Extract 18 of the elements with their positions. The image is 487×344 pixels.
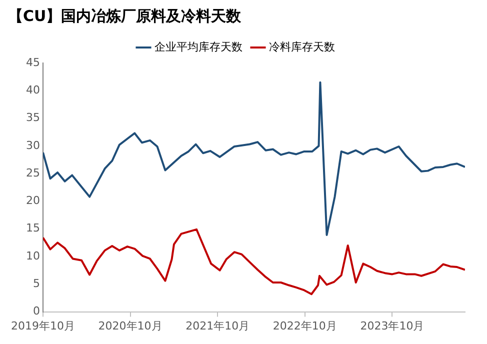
x-tick-label: 2023年10月 xyxy=(360,319,424,332)
y-tick-label: 10 xyxy=(26,249,40,262)
chart-title: 【CU】国内冶炼厂原料及冷料天数 xyxy=(8,6,242,25)
y-tick-label: 20 xyxy=(26,194,40,208)
x-tick-label: 2021年10月 xyxy=(186,319,250,332)
legend-label: 冷料库存天数 xyxy=(269,40,335,54)
y-tick-label: 0 xyxy=(32,304,40,318)
y-tick-label: 35 xyxy=(26,111,40,124)
y-tick-label: 45 xyxy=(26,56,40,69)
y-tick-label: 25 xyxy=(26,166,40,180)
y-tick-label: 40 xyxy=(26,84,40,97)
x-tick-label: 2020年10月 xyxy=(98,319,162,332)
x-tick-label: 2022年10月 xyxy=(272,319,337,332)
x-tick-label: 2019年10月 xyxy=(10,319,75,332)
legend-label: 企业平均库存天数 xyxy=(154,40,242,54)
y-tick-label: 5 xyxy=(32,277,40,290)
y-tick-label: 30 xyxy=(26,138,40,152)
y-tick-label: 15 xyxy=(26,222,40,235)
